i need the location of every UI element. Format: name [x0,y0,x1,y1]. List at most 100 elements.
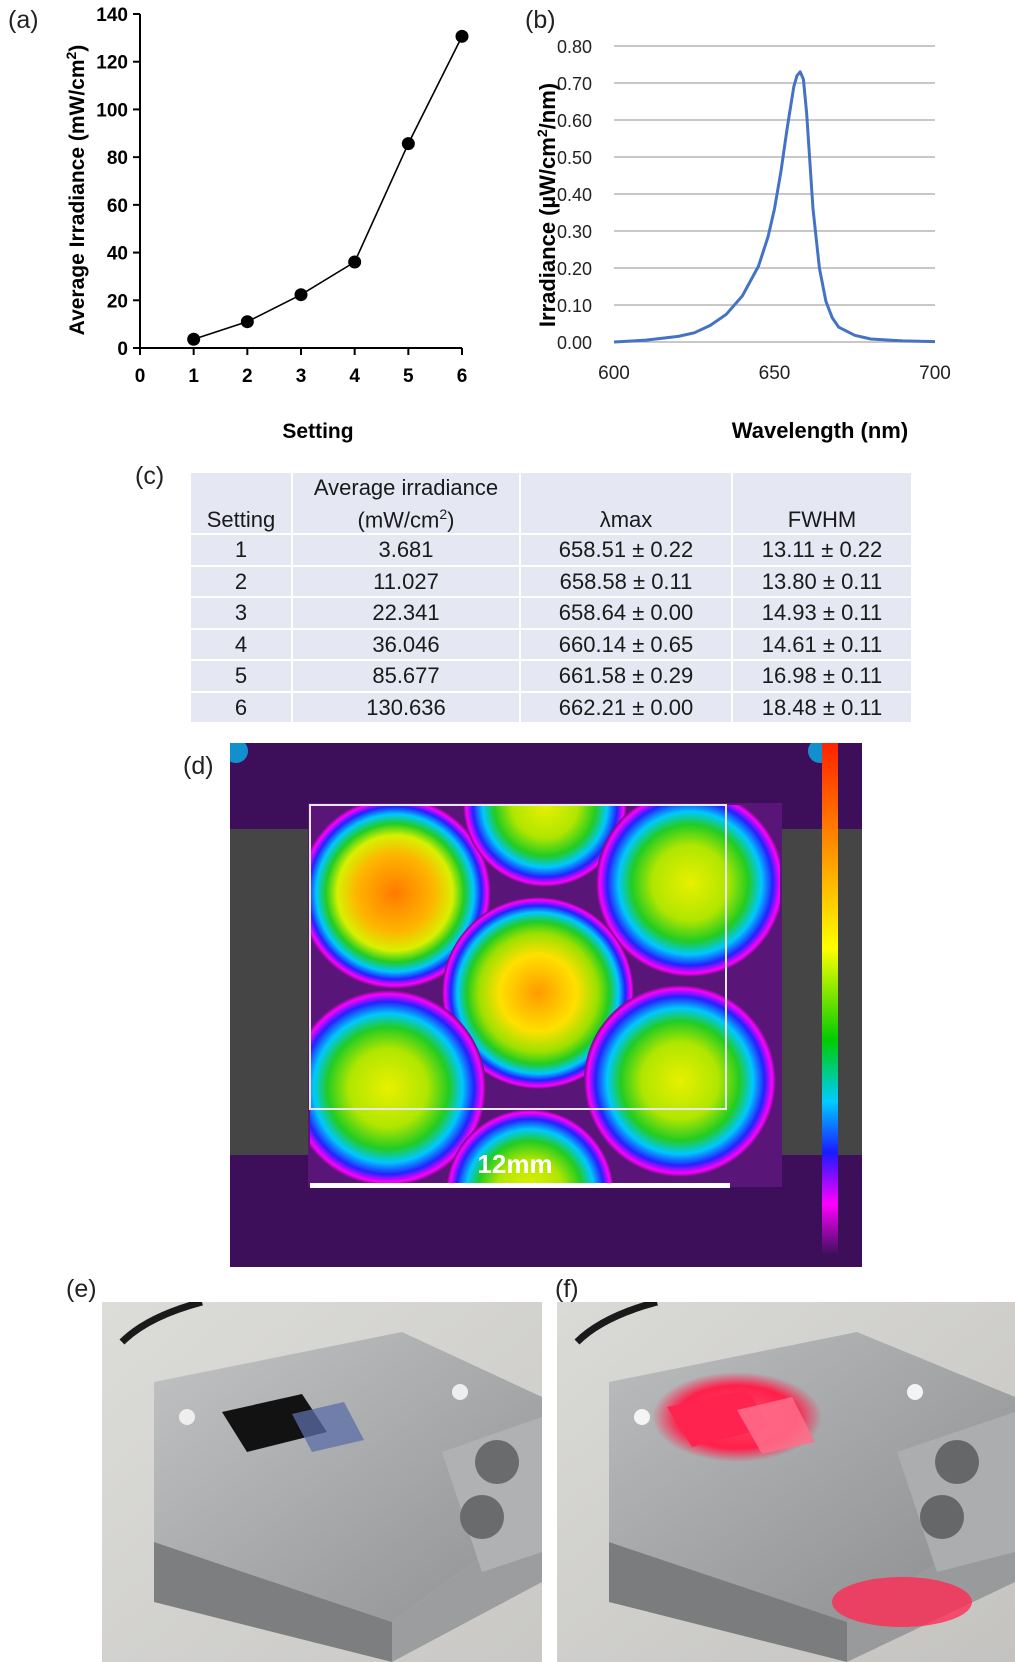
table-row: 6 130.636 662.21 ± 0.00 18.48 ± 0.11 [191,691,911,724]
chart-a-point [401,137,415,151]
heatmap-side-right [778,829,862,1155]
table-cell: 16.98 ± 0.11 [732,660,911,693]
chart-b-ylabel: Irradiance (µW/cm2/nm) [534,83,560,327]
well-spot [596,805,780,977]
chart-b-x-tick-label: 650 [759,363,791,384]
table-cell: 85.677 [292,660,521,693]
table-cell: 658.64 ± 0.00 [520,597,733,630]
chart-a-x-tick-label: 1 [188,366,199,387]
table-cell: 660.14 ± 0.65 [520,628,733,661]
header-lambda-max: λmax [520,473,733,535]
well-spot [310,990,486,1185]
chart-a-xlabel: Setting [282,420,353,443]
table-cell: 658.51 ± 0.22 [520,534,733,567]
chart-b-xlabel: Wavelength (nm) [732,418,908,443]
chart-a-point [348,255,362,269]
table-cell: 22.341 [292,597,521,630]
device-photo-on [557,1302,1015,1662]
table-cell: 658.58 ± 0.11 [520,565,733,598]
table-cell: 14.93 ± 0.11 [732,597,911,630]
table-cell: 11.027 [292,565,521,598]
chart-b-spectrum-line [613,70,936,344]
scale-bar-label: 12mm [477,1149,552,1179]
heatmap-side-left [230,829,312,1155]
panel-label-e: (e) [66,1275,97,1303]
table-row: 2 11.027 658.58 ± 0.11 13.80 ± 0.11 [191,565,911,598]
chart-b-y-tick-label: 0.10 [557,296,592,316]
chart-b-y-tick-label: 0.60 [557,111,592,131]
table-cell: 2 [191,565,293,598]
panel-label-b: (b) [525,6,556,34]
table-row: 5 85.677 661.58 ± 0.29 16.98 ± 0.11 [191,660,911,693]
chart-b-y-tick-label: 0.20 [557,259,592,279]
well-spot [310,805,491,989]
table-cell: 13.11 ± 0.22 [732,534,911,567]
chart-b-x-tick-label: 700 [919,363,951,384]
well-spot [446,1109,614,1185]
chart-a-x-tick-label: 6 [457,366,468,387]
header-setting: Setting [191,473,293,535]
chart-a-point [455,29,469,43]
chart-a-y-tick-label: 20 [107,291,128,312]
header-fwhm: FWHM [732,473,911,535]
irradiance-table: Setting Average irradiance (mW/cm2) λmax … [191,473,911,724]
well-spots [310,805,780,1185]
table-cell: 130.636 [292,691,521,724]
chart-b-y-tick-label: 0.00 [557,333,592,353]
chart-a-y-tick-label: 60 [107,196,128,217]
table-row: 4 36.046 660.14 ± 0.65 14.61 ± 0.11 [191,628,911,661]
well-spot [463,805,627,887]
chart-b-series [613,70,936,344]
chart-a-y-tick-label: 140 [96,5,128,26]
irradiance-heatmap: 12mm [230,743,862,1267]
chart-b-y-tick-label: 0.70 [557,74,592,94]
chart-a-x-tick-label: 0 [135,366,146,387]
chart-b-x-tick-label: 600 [598,363,630,384]
table-cell: 661.58 ± 0.29 [520,660,733,693]
chart-a-x-tick-label: 2 [242,366,253,387]
table-cell: 3.681 [292,534,521,567]
scale-bar [310,1183,730,1188]
table-cell: 3 [191,597,293,630]
measurement-boundary [309,804,727,1110]
table-cell: 5 [191,660,293,693]
table-cell: 1 [191,534,293,567]
header-average-irradiance: Average irradiance (mW/cm2) [292,473,521,535]
chart-a-ylabel: Average Irradiance (mW/cm2) [63,45,89,336]
chart-a-x-tick-label: 3 [296,366,307,387]
chart-b-ticks: 0.00 0.10 0.20 0.30 0.40 0.50 0.60 0.70 0.80 600 6… [557,37,951,384]
chart-a-series [187,29,469,346]
chart-b-y-tick-label: 0.30 [557,222,592,242]
chart-b-gridlines [614,45,935,343]
chart-a-point [240,315,254,329]
chart-b-y-tick-label: 0.80 [557,37,592,57]
table-cell: 13.80 ± 0.11 [732,565,911,598]
table-cell: 18.48 ± 0.11 [732,691,911,724]
table-cell: 14.61 ± 0.11 [732,628,911,661]
chart-a-line [193,35,463,340]
edge-artifact [230,743,248,763]
well-spot [584,985,776,1177]
table-cell: 4 [191,628,293,661]
emission-spectrum-chart: 0.00 0.10 0.20 0.30 0.40 0.50 0.60 0.70 0.80 600 6… [534,37,951,443]
chart-a-point [187,332,201,346]
table-row: 1 3.681 658.51 ± 0.22 13.11 ± 0.22 [191,534,911,567]
table-cell: 36.046 [292,628,521,661]
panel-label-c: (c) [135,462,165,490]
chart-b-y-tick-label: 0.40 [557,185,592,205]
chart-a-y-tick-label: 120 [96,53,128,74]
table-cell: 662.21 ± 0.00 [520,691,733,724]
chart-a-point [294,288,308,302]
table-row: 3 22.341 658.64 ± 0.00 14.93 ± 0.11 [191,597,911,630]
device-photo-off [102,1302,542,1662]
table-header-row: Setting Average irradiance (mW/cm2) λmax … [191,473,911,535]
chart-a-y-tick-label: 100 [96,100,128,121]
chart-a-y-tick-label: 0 [117,339,128,360]
chart-a-x-tick-label: 5 [403,366,414,387]
well-spot [442,897,634,1089]
chart-b-y-tick-label: 0.50 [557,148,592,168]
chart-a-x-tick-label: 4 [349,366,360,387]
table-cell: 6 [191,691,293,724]
